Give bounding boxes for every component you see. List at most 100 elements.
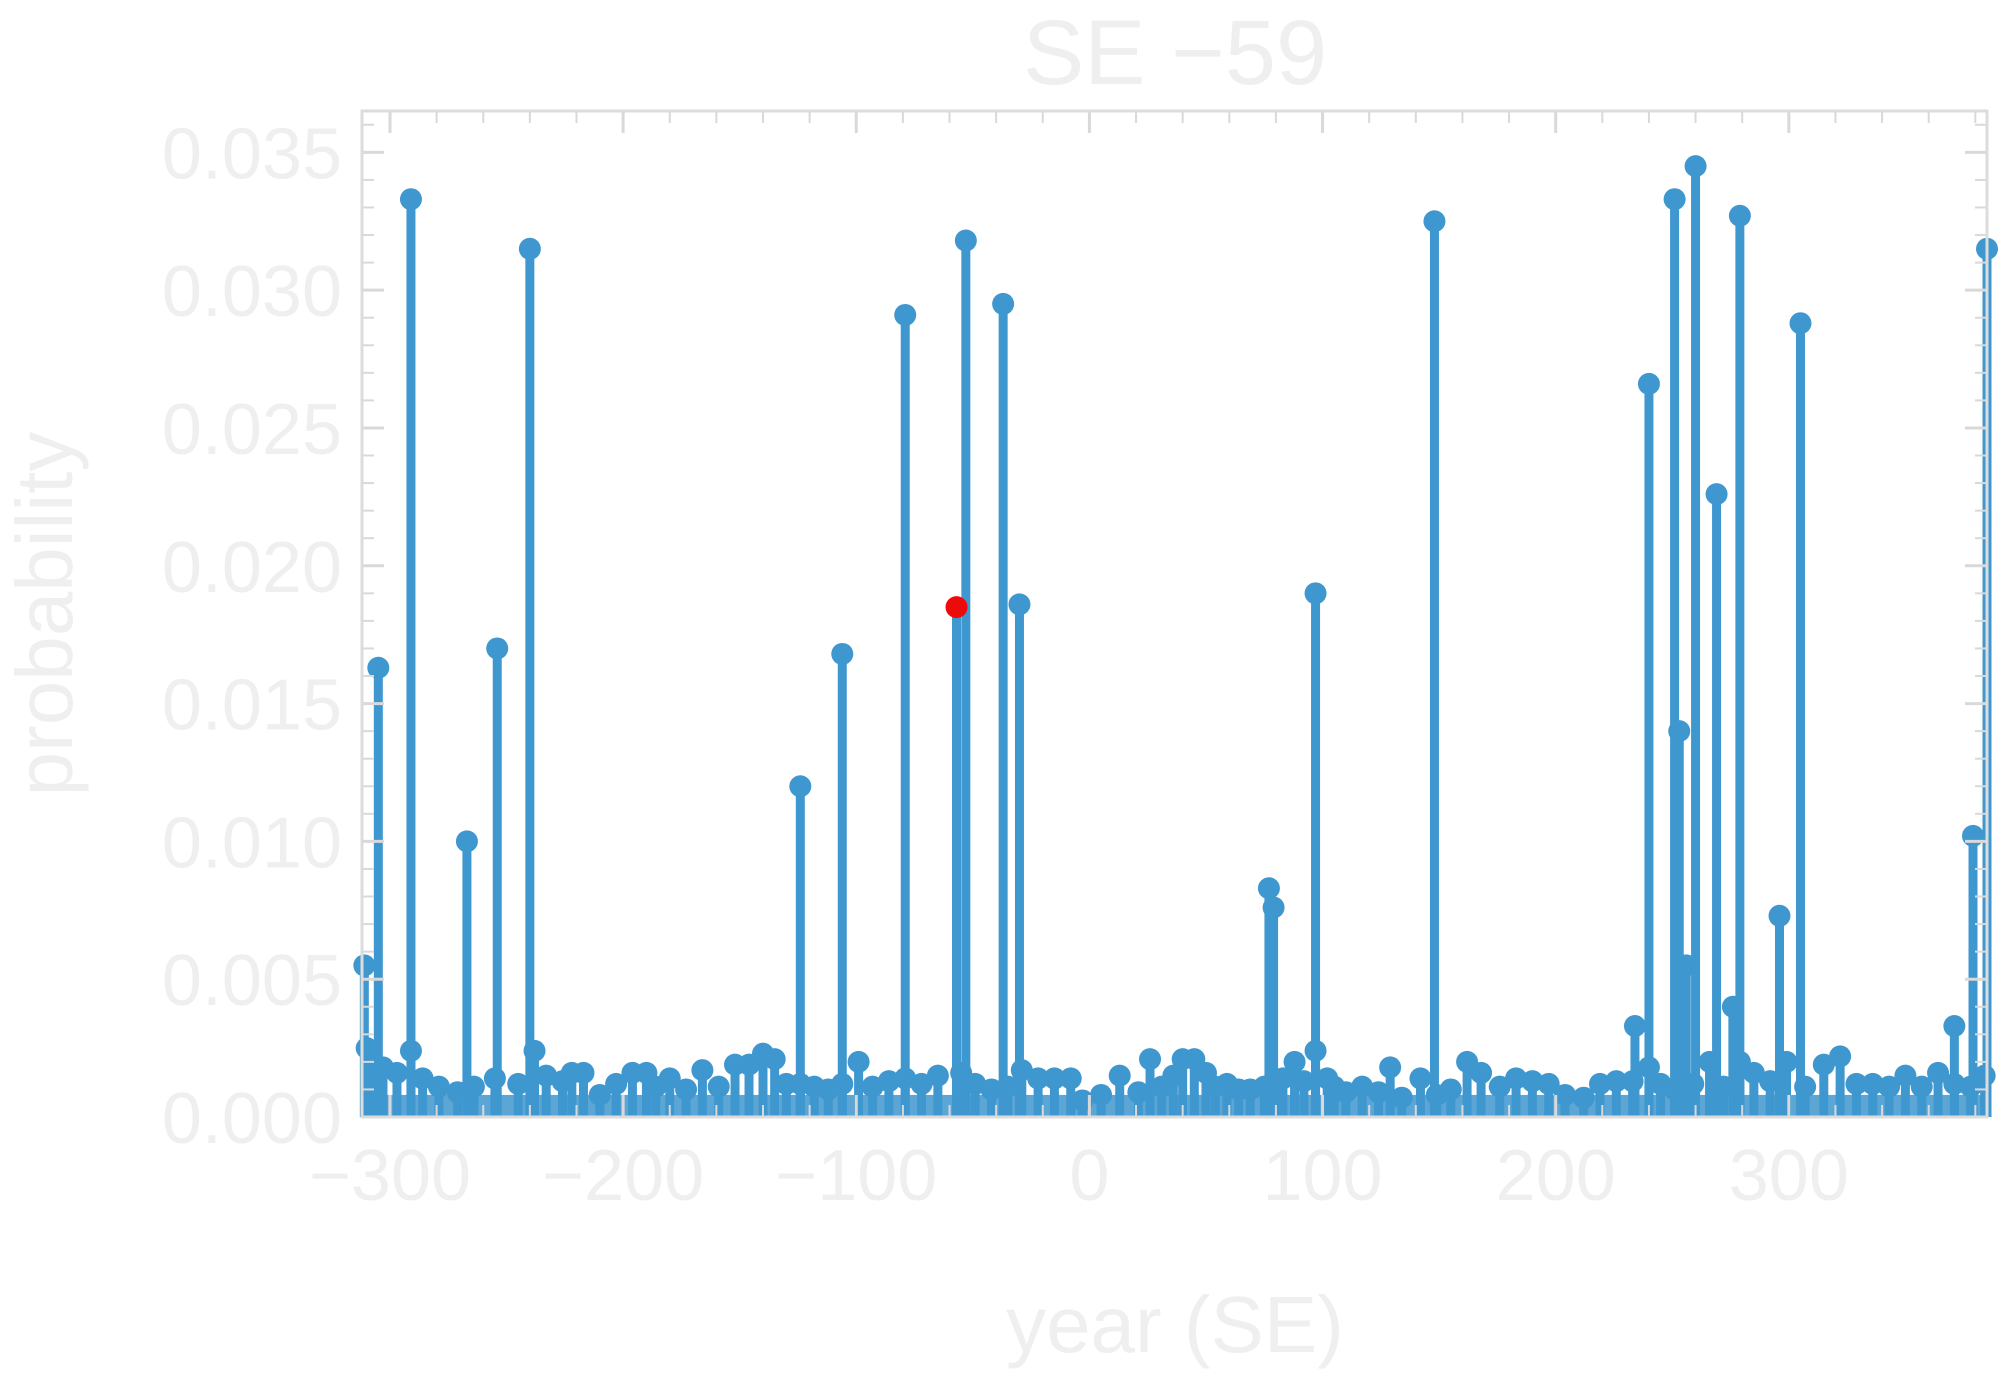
data-point — [789, 775, 812, 798]
data-point — [1663, 1078, 1686, 1101]
data-point — [455, 830, 478, 853]
data-point — [1637, 372, 1660, 395]
data-point — [1367, 1081, 1390, 1104]
data-point — [605, 1072, 628, 1095]
data-point — [1059, 1067, 1082, 1090]
data-point — [1812, 1053, 1835, 1076]
data-point — [1705, 483, 1728, 506]
data-point — [1162, 1064, 1185, 1087]
data-point — [1090, 1083, 1113, 1106]
data-point — [427, 1075, 450, 1098]
x-tick-label: 300 — [1729, 1136, 1849, 1216]
data-point — [1027, 1067, 1050, 1090]
x-tick-label: −100 — [775, 1136, 937, 1216]
data-point — [996, 1075, 1019, 1098]
data-point — [1621, 1070, 1644, 1093]
data-point — [1304, 1039, 1327, 1062]
data-point — [894, 303, 917, 326]
data-point — [1488, 1075, 1511, 1098]
data-point — [588, 1083, 611, 1106]
data-point — [1910, 1075, 1933, 1098]
chart-title: SE −59 — [1023, 2, 1327, 104]
data-point — [1663, 188, 1686, 211]
data-point — [353, 954, 376, 977]
data-point — [1257, 877, 1280, 900]
data-point — [877, 1070, 900, 1093]
data-point — [1139, 1048, 1162, 1071]
data-point — [691, 1059, 714, 1082]
data-point — [1292, 1070, 1315, 1093]
data-point — [954, 229, 977, 252]
y-tick-label: 0.025 — [162, 390, 342, 470]
highlight-point — [945, 596, 968, 619]
data-point — [1010, 1059, 1033, 1082]
points-layer — [353, 155, 1998, 1112]
data-point — [483, 1067, 506, 1090]
tick-labels-layer: −300 −200 −100 0 100 200 300 0.000 0.005 0.010 0.0… — [162, 114, 1849, 1216]
data-point — [572, 1061, 595, 1084]
data-point — [1043, 1067, 1066, 1090]
data-point — [1742, 1061, 1765, 1084]
plot-frame — [360, 109, 1989, 1119]
data-point — [385, 1061, 408, 1084]
data-point — [1768, 904, 1791, 927]
data-point — [992, 292, 1015, 315]
data-point — [1789, 312, 1812, 335]
data-point — [1304, 582, 1327, 605]
data-point — [1721, 995, 1744, 1018]
data-point — [1861, 1072, 1884, 1095]
data-point — [980, 1078, 1003, 1101]
data-point — [399, 1039, 422, 1062]
data-point — [1409, 1067, 1432, 1090]
data-point — [1262, 896, 1285, 919]
stems-layer — [359, 166, 1992, 1117]
data-point — [1794, 1075, 1817, 1098]
data-point — [1759, 1070, 1782, 1093]
data-point — [486, 637, 509, 660]
data-point — [1439, 1078, 1462, 1101]
data-point — [1470, 1061, 1493, 1084]
x-tick-label: −300 — [309, 1136, 471, 1216]
data-point — [1637, 1056, 1660, 1079]
data-point — [1943, 1015, 1966, 1038]
data-point — [523, 1039, 546, 1062]
y-tick-label: 0.020 — [162, 528, 342, 608]
data-point — [1127, 1081, 1150, 1104]
x-axis-label: year (SE) — [1006, 1280, 1344, 1369]
data-point — [763, 1048, 786, 1071]
y-tick-label: 0.000 — [162, 1079, 342, 1159]
data-point — [1588, 1072, 1611, 1095]
data-point — [1973, 1064, 1996, 1087]
y-axis-label: probability — [0, 432, 89, 797]
data-point — [1423, 210, 1446, 233]
data-point — [1108, 1064, 1131, 1087]
data-point — [399, 188, 422, 211]
data-point — [1505, 1067, 1528, 1090]
data-point — [367, 656, 390, 679]
data-point — [1775, 1050, 1798, 1073]
data-point — [411, 1067, 434, 1090]
data-point — [1008, 593, 1031, 616]
data-point — [1845, 1072, 1868, 1095]
y-tick-label: 0.005 — [162, 941, 342, 1021]
data-point — [507, 1072, 530, 1095]
data-point — [1605, 1070, 1628, 1093]
data-point — [1698, 1050, 1721, 1073]
data-point — [675, 1078, 698, 1101]
data-point — [1728, 204, 1751, 227]
y-tick-label: 0.015 — [162, 666, 342, 746]
data-point — [1379, 1056, 1402, 1079]
y-tick-label: 0.035 — [162, 114, 342, 194]
y-tick-label: 0.010 — [162, 803, 342, 883]
data-point — [1283, 1050, 1306, 1073]
data-point — [1572, 1086, 1595, 1109]
y-tick-label: 0.030 — [162, 252, 342, 332]
data-point — [1537, 1072, 1560, 1095]
data-point — [1712, 1075, 1735, 1098]
data-point — [1684, 155, 1707, 178]
data-point — [1390, 1086, 1413, 1109]
data-point — [1878, 1075, 1901, 1098]
data-point — [1521, 1070, 1544, 1093]
data-point — [658, 1067, 681, 1090]
